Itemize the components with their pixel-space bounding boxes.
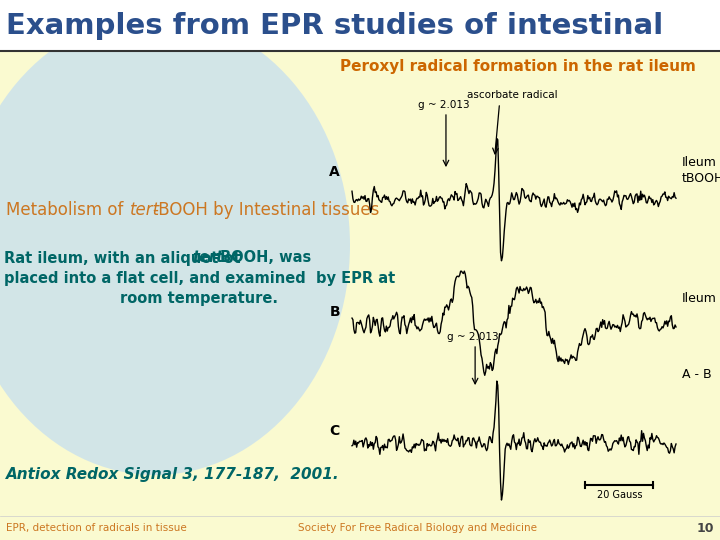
Text: Metabolism of: Metabolism of	[6, 201, 129, 219]
Text: ascorbate radical: ascorbate radical	[467, 90, 558, 100]
Bar	[0, 0, 720, 50]
Text: -BOOH, was: -BOOH, was	[214, 251, 311, 266]
Text: -BOOH by Intestinal tissues: -BOOH by Intestinal tissues	[153, 201, 379, 219]
Text: placed into a flat cell, and examined  by EPR at: placed into a flat cell, and examined by…	[4, 271, 395, 286]
Text: B: B	[329, 305, 340, 319]
Text: tert: tert	[130, 201, 160, 219]
Text: Rat ileum, with an aliquot ot: Rat ileum, with an aliquot ot	[4, 251, 246, 266]
Text: Ileum: Ileum	[682, 293, 717, 306]
Text: Society For Free Radical Biology and Medicine: Society For Free Radical Biology and Med…	[298, 523, 537, 533]
Text: EPR, detection of radicals in tissue: EPR, detection of radicals in tissue	[6, 523, 186, 533]
Text: room temperature.: room temperature.	[120, 291, 278, 306]
Text: A: A	[329, 165, 340, 179]
Text: Examples from EPR studies of intestinal: Examples from EPR studies of intestinal	[6, 12, 663, 40]
Text: C: C	[330, 424, 340, 438]
Text: Antiox Redox Signal 3, 177-187,  2001.: Antiox Redox Signal 3, 177-187, 2001.	[6, 468, 340, 483]
Text: 20 Gauss: 20 Gauss	[597, 490, 642, 500]
Bar	[0, 516, 720, 540]
Text: A - B: A - B	[682, 368, 711, 381]
Text: 10: 10	[696, 522, 714, 535]
Ellipse shape	[0, 15, 350, 475]
Text: Ileum
tBOOH: Ileum tBOOH	[682, 156, 720, 185]
Text: g ~ 2.013: g ~ 2.013	[418, 100, 469, 110]
Text: Peroxyl radical formation in the rat ileum: Peroxyl radical formation in the rat ile…	[341, 58, 696, 73]
Text: tert: tert	[192, 251, 223, 266]
Text: g ~ 2.013: g ~ 2.013	[447, 332, 499, 342]
